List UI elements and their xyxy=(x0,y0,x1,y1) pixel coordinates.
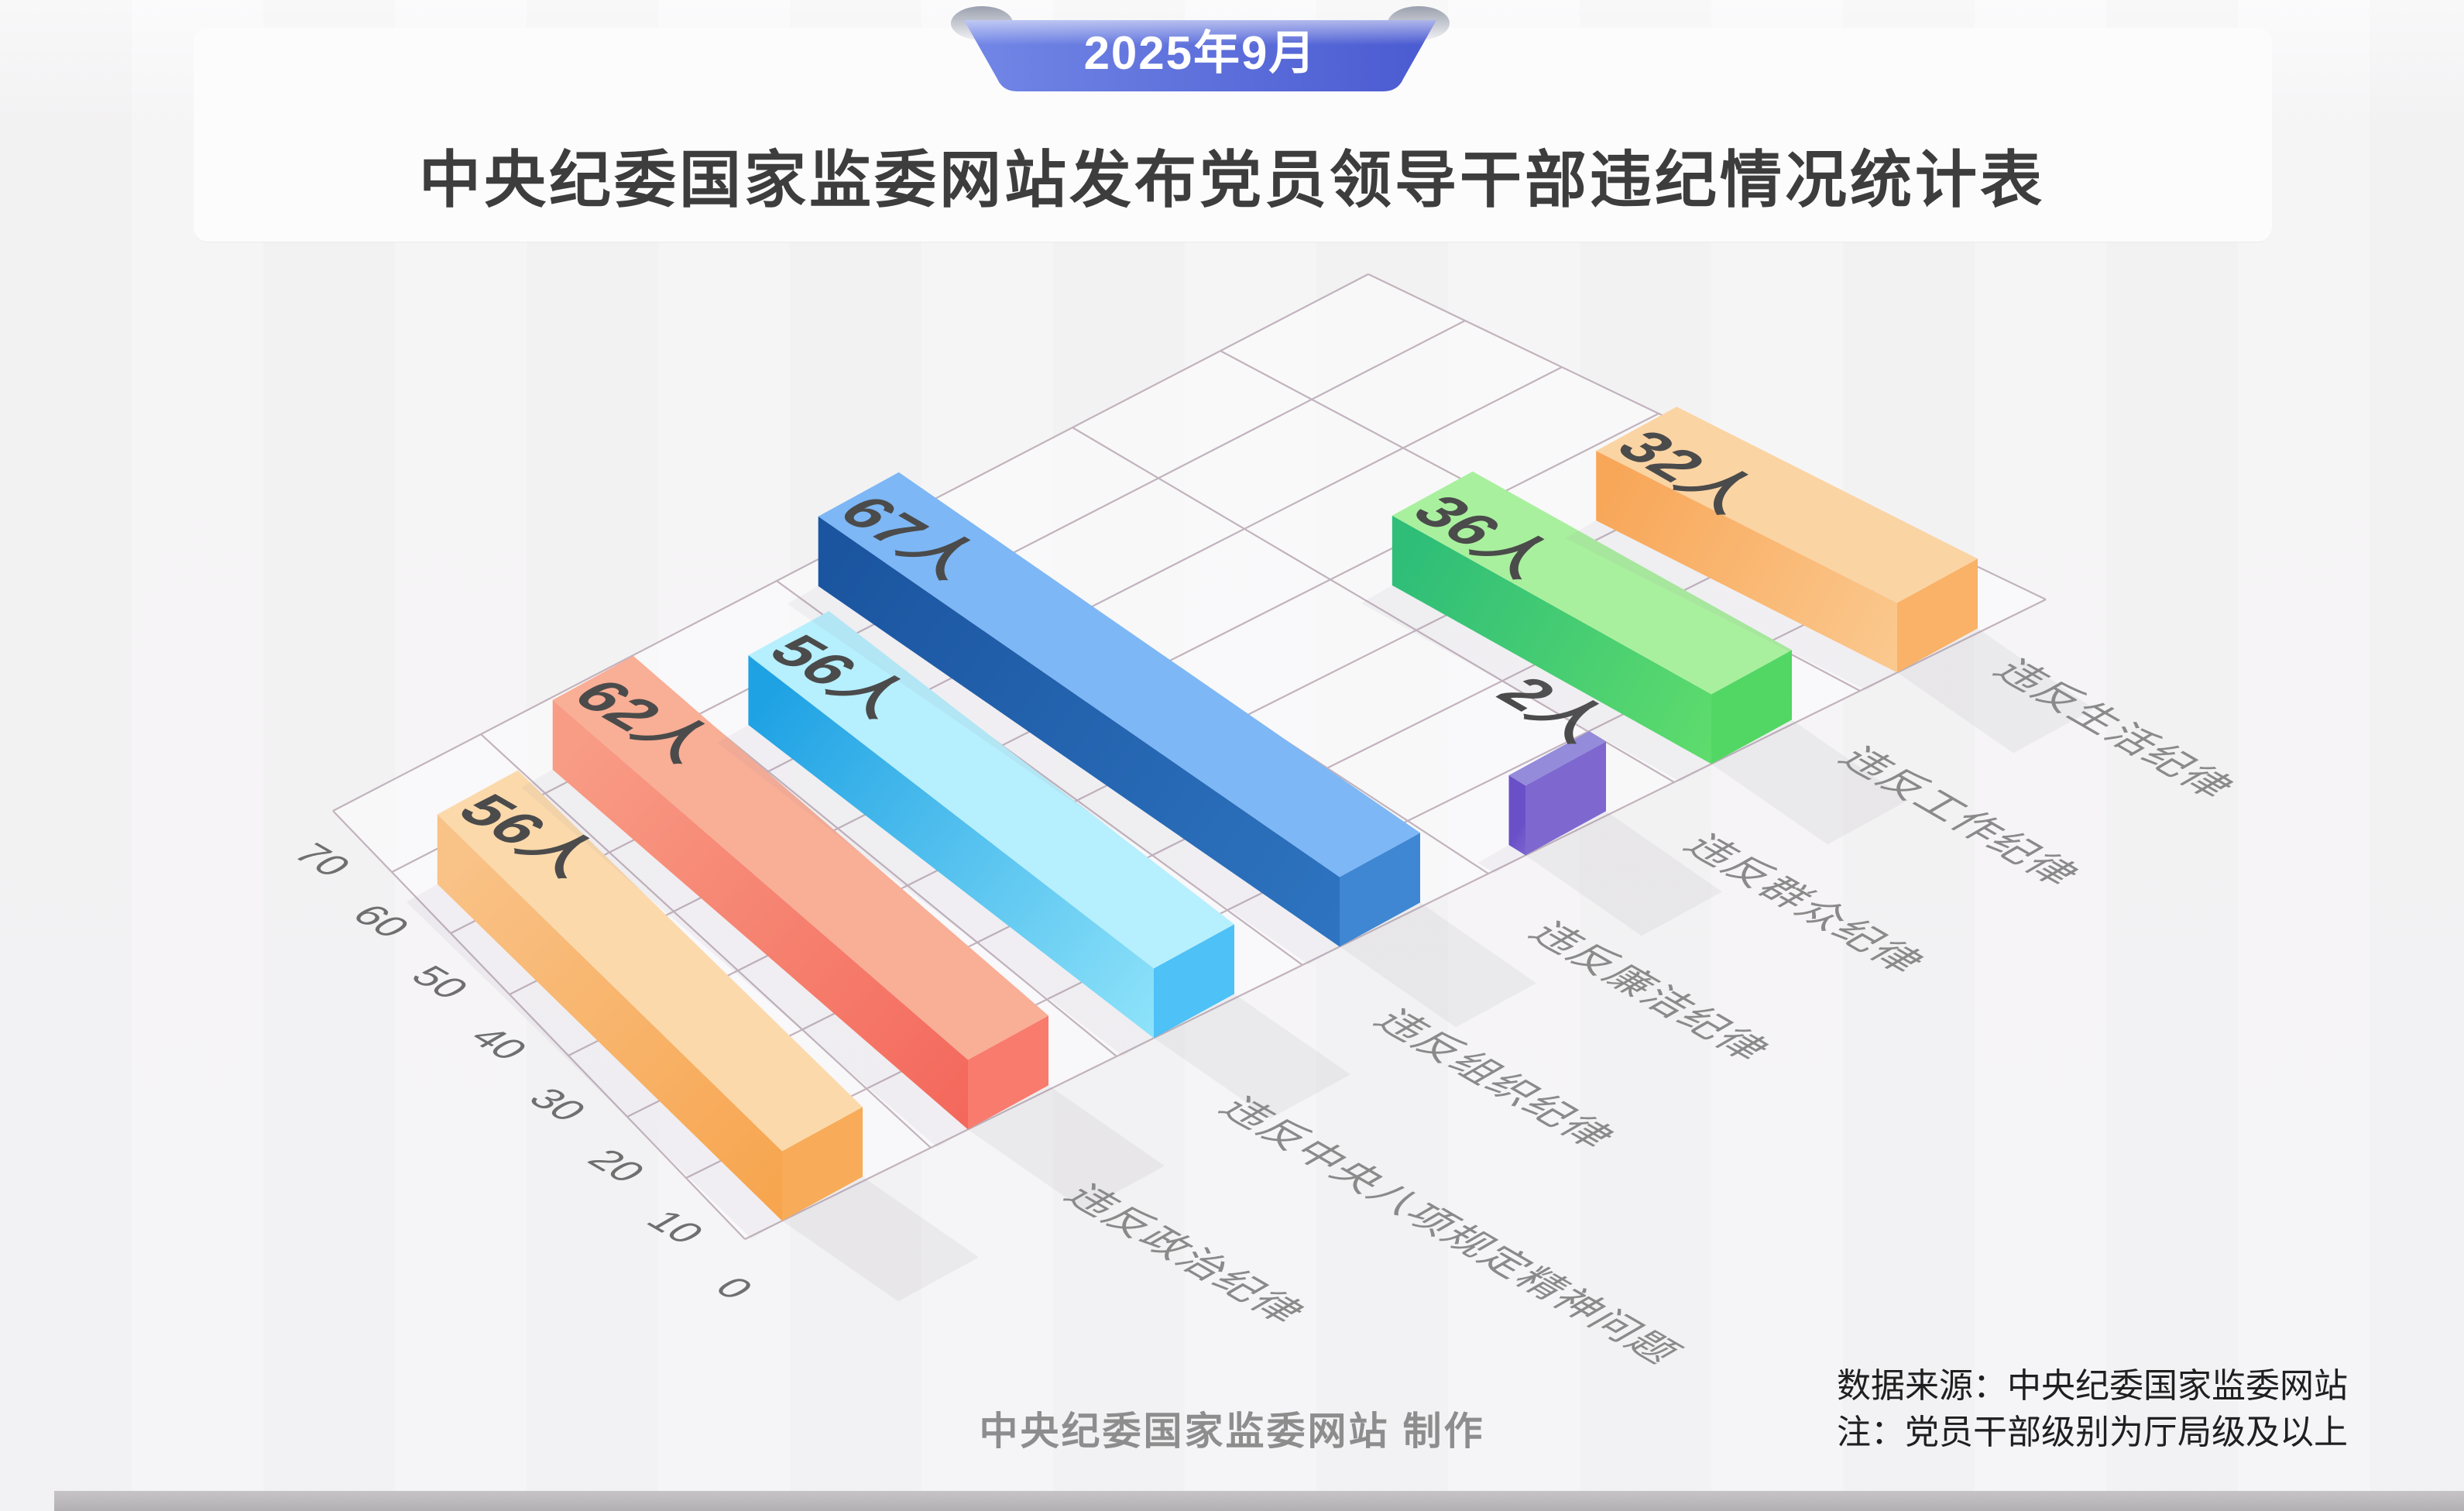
bar-face-top xyxy=(1508,731,1606,786)
axis-tick-label: 30 xyxy=(519,1083,596,1128)
bar-face-end xyxy=(1340,833,1420,947)
bar-shadow-side xyxy=(717,725,1154,1056)
bar-shadow-side xyxy=(787,586,1340,965)
bar-face-end xyxy=(1711,650,1792,764)
bar: 56人 xyxy=(717,611,1350,1119)
bar-face-end xyxy=(1525,741,1606,856)
bar-shadow-side xyxy=(1361,585,1711,782)
bar-shadow-front xyxy=(1154,994,1350,1119)
grid-line-value xyxy=(744,599,2047,1240)
bar-face-top xyxy=(818,472,1420,877)
axis-tick-label: 60 xyxy=(342,899,420,944)
bar-face-side xyxy=(437,814,782,1221)
bar-face-top xyxy=(1596,407,1978,603)
bar: 67人 xyxy=(787,472,1536,1028)
bar-face-top xyxy=(1392,471,1792,695)
category-label: 违反组织纪律 xyxy=(1364,1004,1625,1154)
bar: 36人 xyxy=(1361,471,1908,845)
axis-tick-label: 20 xyxy=(578,1144,655,1189)
bar-shadow-side xyxy=(1477,845,1525,874)
axis-tick-label: 70 xyxy=(283,838,361,883)
category-label: 违反政治纪律 xyxy=(1055,1179,1316,1329)
bar-shadow-front xyxy=(782,1176,979,1302)
bar-face-top xyxy=(748,611,1234,969)
bar-face-side xyxy=(748,655,1154,1039)
bar-face-end xyxy=(782,1107,863,1221)
date-label: 2025年9月 xyxy=(1083,27,1317,79)
category-label: 违反廉洁纪律 xyxy=(1519,916,1780,1066)
axis-tick-label: 0 xyxy=(705,1272,763,1305)
axis-tick-label: 10 xyxy=(637,1205,714,1250)
bar-face-side xyxy=(552,699,968,1130)
bar-face-end xyxy=(968,1015,1048,1130)
bar-shadow-front xyxy=(1897,628,2094,754)
grid-line-category xyxy=(480,733,932,1149)
grid-line-category xyxy=(332,810,746,1240)
bar-shadow-side xyxy=(1565,520,1897,691)
bar-face-end xyxy=(1154,924,1234,1039)
bar-shadow-front xyxy=(1711,719,1908,845)
bar-shadow-side xyxy=(406,884,782,1239)
bar: 56人 xyxy=(406,770,979,1302)
bar-shadow-front xyxy=(968,1085,1165,1211)
data-source-note: 数据来源：中央纪委国家监委网站 xyxy=(1837,1367,2348,1405)
bar-face-top xyxy=(552,655,1048,1060)
scope-note: 注：党员干部级别为厅局级及以上 xyxy=(1837,1413,2348,1451)
bar-shadow-front xyxy=(1340,902,1536,1028)
page-title: 中央纪委国家监委网站发布党员领导干部违纪情况统计表 xyxy=(419,146,2045,215)
bar-face-top xyxy=(437,770,863,1152)
bottom-strip xyxy=(54,1491,2464,1511)
bar-face-side xyxy=(1392,515,1711,764)
date-ribbon xyxy=(951,6,1450,91)
bar: 62人 xyxy=(521,655,1165,1211)
bar-face-side xyxy=(1596,451,1897,673)
bar-face-side xyxy=(1508,775,1525,856)
bar-face-end xyxy=(1897,558,1978,673)
bar-shadow-side xyxy=(521,769,968,1148)
source-notes: 数据来源：中央纪委国家监委网站 注：党员干部级别为厅局级及以上 xyxy=(1837,1363,2425,1456)
axis-tick-label: 40 xyxy=(460,1022,537,1066)
grid-line-category xyxy=(1072,427,1675,783)
bar-face-side xyxy=(818,516,1340,947)
credit-line: 中央纪委国家监委网站 制作 xyxy=(979,1410,1485,1453)
bar-shadow-front xyxy=(1525,811,1722,936)
axis-tick-label: 50 xyxy=(401,960,479,1005)
bar: 32人 xyxy=(1565,407,2094,754)
category-label: 违反群众纪律 xyxy=(1674,829,1935,979)
